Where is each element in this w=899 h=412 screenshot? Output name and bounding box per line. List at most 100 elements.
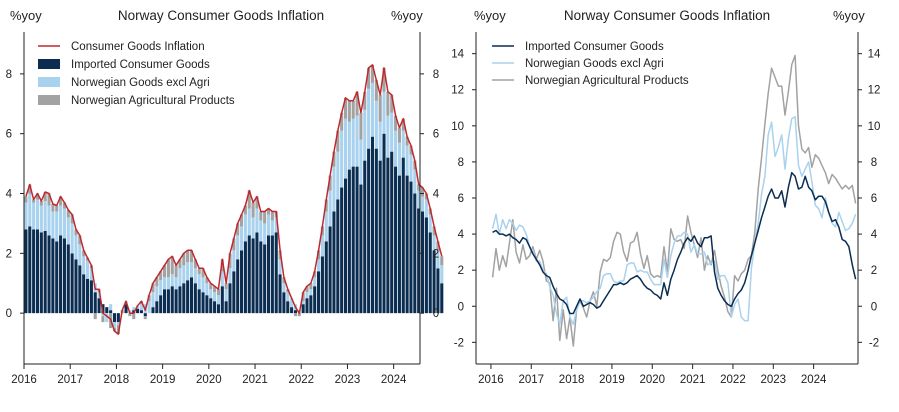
bar-imported xyxy=(263,244,267,314)
bar-agricultural xyxy=(293,313,297,317)
left-chart-x-ticks: 2016 2017 2018 2019 2020 2021 2022 2023 2024 xyxy=(11,364,407,386)
bar-imported xyxy=(417,208,421,314)
bar-imported xyxy=(397,175,401,314)
bar-norwegian-excl-agri xyxy=(240,226,244,251)
bar-agricultural xyxy=(43,192,47,201)
bar-norwegian-excl-agri xyxy=(317,259,321,272)
legend-label-norwegian: Norwegian Goods excl Agri xyxy=(71,77,210,89)
bar-imported xyxy=(224,301,228,314)
x-tick-label: 2018 xyxy=(104,374,130,386)
right-chart-right-unit-label: %yoy xyxy=(833,8,865,23)
bar-agricultural xyxy=(132,313,136,320)
left-chart-panel: %yoy Norway Consumer Goods Inflation %yo… xyxy=(6,8,444,386)
bar-agricultural xyxy=(66,209,70,218)
bar-norwegian-excl-agri xyxy=(313,277,317,287)
y-tick-label-left: -2 xyxy=(454,337,464,349)
bar-agricultural xyxy=(382,67,386,92)
bar-agricultural xyxy=(374,79,378,101)
bar-norwegian-excl-agri xyxy=(232,250,236,272)
bar-agricultural xyxy=(178,259,182,269)
bar-agricultural xyxy=(359,112,363,140)
bar-imported xyxy=(266,235,271,314)
bar-imported xyxy=(166,289,170,314)
bar-agricultural xyxy=(174,265,178,278)
bar-imported xyxy=(401,157,405,314)
bar-imported xyxy=(78,265,82,314)
bar-agricultural xyxy=(378,94,382,122)
bar-agricultural xyxy=(255,196,259,209)
bar-norwegian-excl-agri xyxy=(413,169,417,194)
bar-norwegian-excl-agri xyxy=(70,223,74,254)
right-chart-x-ticks: 2016 2017 2018 2019 2020 2021 2022 2023 2024 xyxy=(478,364,827,386)
bar-agricultural xyxy=(189,250,194,263)
bar-agricultural xyxy=(55,205,59,212)
bar-agricultural xyxy=(82,250,86,257)
bar-imported xyxy=(85,278,90,314)
bar-agricultural xyxy=(213,286,217,293)
y-tick-label-left: 14 xyxy=(451,49,464,61)
y-tick-label-right: 6 xyxy=(433,129,439,141)
line-consumer-goods-inflation xyxy=(25,64,443,335)
bar-norwegian-excl-agri xyxy=(386,115,390,158)
bar-norwegian-excl-agri xyxy=(282,283,286,293)
bar-imported xyxy=(409,181,413,314)
bar-norwegian-excl-agri xyxy=(62,208,66,239)
bar-norwegian-excl-agri xyxy=(266,214,271,236)
bar-agricultural xyxy=(182,253,186,266)
bar-norwegian-excl-agri xyxy=(59,205,63,236)
bar-imported xyxy=(197,289,201,314)
bar-norwegian-excl-agri xyxy=(394,130,398,167)
bar-imported xyxy=(324,241,328,314)
bar-imported xyxy=(378,160,382,314)
left-chart-bars xyxy=(24,64,444,335)
line-norwegian-goods-excl-agri xyxy=(491,116,857,326)
bar-norwegian-excl-agri xyxy=(263,223,267,245)
bar-agricultural xyxy=(240,214,244,227)
bar-norwegian-excl-agri xyxy=(320,235,324,257)
bar-imported xyxy=(282,292,286,314)
bar-imported xyxy=(170,286,174,314)
x-tick-label: 2020 xyxy=(196,374,222,386)
bar-agricultural xyxy=(128,313,132,317)
bar-imported xyxy=(382,133,386,314)
bar-imported xyxy=(328,226,332,314)
right-chart-lines xyxy=(491,54,857,347)
bar-agricultural xyxy=(347,100,351,122)
bar-agricultural xyxy=(432,226,436,236)
x-tick-label: 2022 xyxy=(720,374,746,386)
bar-agricultural xyxy=(343,97,348,119)
y-tick-label-right: 8 xyxy=(433,69,439,81)
bar-agricultural xyxy=(390,94,394,113)
y-tick-label-right: 2 xyxy=(871,265,877,277)
bar-imported xyxy=(213,301,217,314)
bar-imported xyxy=(343,178,348,314)
x-tick-label: 2021 xyxy=(680,374,706,386)
bar-agricultural xyxy=(201,268,205,278)
bar-agricultural xyxy=(324,199,328,212)
bar-agricultural xyxy=(143,316,147,320)
x-tick-label: 2023 xyxy=(335,374,361,386)
right-chart-title: Norway Consumer Goods Inflation xyxy=(564,8,770,23)
bar-imported xyxy=(336,199,340,314)
bar-agricultural xyxy=(59,196,63,206)
bar-imported xyxy=(97,298,101,314)
bar-imported xyxy=(143,313,147,317)
legend-swatch-agri xyxy=(38,95,60,105)
bar-agricultural xyxy=(220,259,224,272)
right-chart-left-unit-label: %yoy xyxy=(474,8,506,23)
bar-norwegian-excl-agri xyxy=(440,265,444,284)
legend-label-inflation: Consumer Goods Inflation xyxy=(71,41,205,53)
left-chart-left-unit-label: %yoy xyxy=(10,8,42,23)
bar-imported xyxy=(70,253,74,314)
y-tick-label-right: 0 xyxy=(433,308,439,320)
bar-agricultural xyxy=(186,250,190,263)
y-tick-label-left: 6 xyxy=(6,129,12,141)
bar-imported xyxy=(186,280,190,314)
bar-norwegian-excl-agri xyxy=(228,268,232,284)
bar-norwegian-excl-agri xyxy=(243,214,247,242)
bar-norwegian-excl-agri xyxy=(332,166,336,212)
bar-norwegian-excl-agri xyxy=(89,268,93,281)
bar-norwegian-excl-agri xyxy=(397,142,401,176)
bar-norwegian-excl-agri xyxy=(401,130,405,158)
